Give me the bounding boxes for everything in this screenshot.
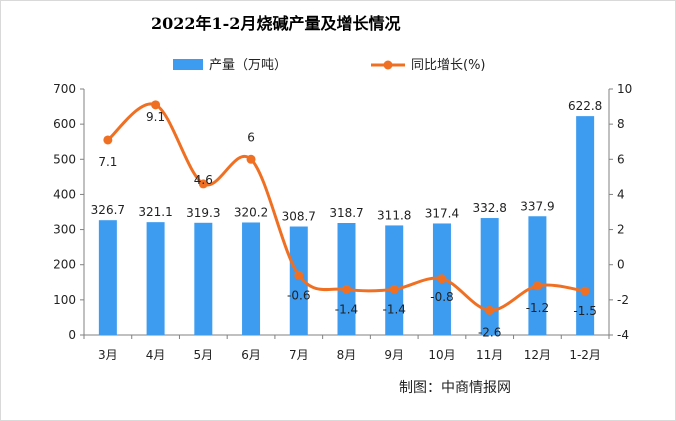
x-tick-label: 1-2月 <box>569 348 601 362</box>
line-value-label: 9.1 <box>146 110 165 124</box>
bar-value-label: 311.8 <box>377 208 411 222</box>
source-note: 制图：中商情报网 <box>399 380 511 396</box>
bar-value-label: 326.7 <box>91 203 125 217</box>
bar-value-label: 320.2 <box>234 205 268 219</box>
x-tick-label: 11月 <box>476 348 503 362</box>
y-left-tick-label: 700 <box>53 82 76 96</box>
bar <box>146 222 165 335</box>
legend-label-bars: 产量（万吨） <box>209 58 287 73</box>
y-left-tick-label: 400 <box>53 187 76 201</box>
x-tick-label: 9月 <box>384 348 404 362</box>
line-point <box>198 179 208 189</box>
chart-title: 2022年1-2月烧碱产量及增长情况 <box>151 14 400 33</box>
line-point <box>437 274 447 284</box>
bar-value-label: 321.1 <box>138 205 172 219</box>
x-tick-label: 10月 <box>428 348 455 362</box>
bar-value-label: 622.8 <box>568 99 602 113</box>
x-tick-label: 6月 <box>241 348 261 362</box>
x-tick-label: 3月 <box>98 348 118 362</box>
bar <box>194 222 213 335</box>
line-point <box>294 270 304 280</box>
x-tick-label: 7月 <box>289 348 309 362</box>
line-value-label: -0.6 <box>287 288 310 302</box>
bar <box>337 222 356 335</box>
bar <box>385 225 404 335</box>
y-right-tick-label: -4 <box>617 328 629 342</box>
line-value-label: 6 <box>247 130 255 144</box>
line-point <box>151 100 161 110</box>
line-value-label: -2.6 <box>478 325 501 339</box>
line-value-label: -1.5 <box>573 304 596 318</box>
line-value-label: 4.6 <box>194 173 213 187</box>
y-right-tick-label: 8 <box>617 117 625 131</box>
bar-value-label: 318.7 <box>329 206 363 220</box>
bar <box>289 226 308 335</box>
bar-value-label: 317.4 <box>425 206 459 220</box>
y-right-tick-label: 10 <box>617 82 632 96</box>
line-value-label: -1.4 <box>335 302 358 316</box>
x-tick-label: 5月 <box>193 348 213 362</box>
line-point <box>485 305 495 315</box>
line-point <box>580 286 590 296</box>
legend-label-line: 同比增长(%) <box>411 58 486 73</box>
bar <box>480 218 499 335</box>
bar <box>528 216 547 335</box>
y-left-tick-label: 200 <box>53 258 76 272</box>
line-value-label: 7.1 <box>98 155 117 169</box>
x-tick-label: 12月 <box>524 348 551 362</box>
bar-value-label: 319.3 <box>186 206 220 220</box>
x-tick-label: 8月 <box>337 348 357 362</box>
y-right-tick-label: 4 <box>617 187 625 201</box>
bar-value-label: 337.9 <box>520 199 554 213</box>
y-right-tick-label: -2 <box>617 293 629 307</box>
x-tick-label: 4月 <box>146 348 166 362</box>
y-left-tick-label: 300 <box>53 223 76 237</box>
y-right-tick-label: 0 <box>617 258 625 272</box>
bar <box>98 220 117 335</box>
bar <box>576 116 595 336</box>
y-right-tick-label: 6 <box>617 152 625 166</box>
bar <box>242 222 261 335</box>
y-left-tick-label: 600 <box>53 117 76 131</box>
legend-swatch-bars <box>173 59 203 70</box>
line-point <box>532 281 542 291</box>
line-value-label: -1.2 <box>526 301 549 315</box>
bar-value-label: 308.7 <box>282 210 316 224</box>
line-point <box>103 135 113 145</box>
line-value-label: -0.8 <box>430 290 453 304</box>
y-left-tick-label: 500 <box>53 152 76 166</box>
bar-value-label: 332.8 <box>473 201 507 215</box>
line-point <box>246 154 256 164</box>
line-point <box>342 284 351 294</box>
y-left-tick-label: 100 <box>53 293 76 307</box>
legend-marker-line <box>383 60 393 70</box>
y-right-tick-label: 2 <box>617 223 625 237</box>
line-point <box>389 284 399 294</box>
line-value-label: -1.4 <box>383 302 406 316</box>
y-left-tick-label: 0 <box>68 328 76 342</box>
